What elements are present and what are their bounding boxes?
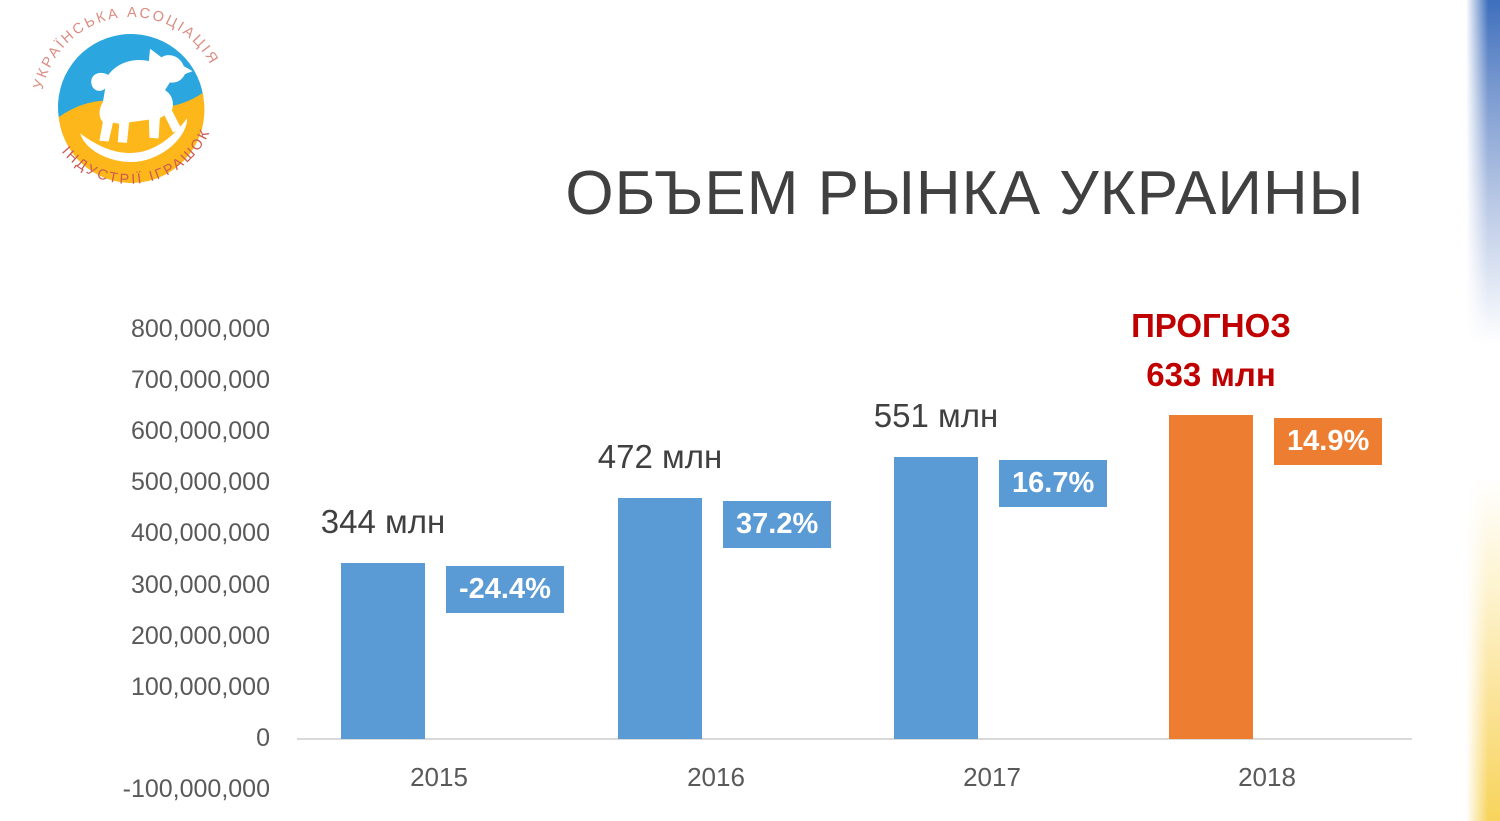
x-axis-category-label: 2016 bbox=[687, 762, 745, 792]
y-axis-tick-label: 0 bbox=[256, 723, 270, 752]
forecast-label: ПРОГНОЗ bbox=[1131, 307, 1291, 344]
forecast-annotation: ПРОГНОЗ 633 млн bbox=[1051, 301, 1371, 399]
y-axis-tick-label: -100,000,000 bbox=[122, 774, 270, 803]
association-logo: УКРАЇНСЬКА АСОЦІАЦІЯ ІНДУСТРІЇ ІГРАШОК bbox=[25, 0, 223, 198]
value-label: 472 млн bbox=[597, 438, 723, 475]
page-title: ОБЪЕМ РЫНКА УКРАИНЫ bbox=[565, 159, 1365, 228]
rocking-horse-icon bbox=[91, 48, 193, 143]
decorative-gradient-band bbox=[1466, 0, 1500, 821]
value-label: 551 млн bbox=[873, 397, 999, 434]
y-axis-tick-label: 500,000,000 bbox=[130, 468, 270, 497]
y-axis-tick-label: 700,000,000 bbox=[130, 366, 270, 395]
x-axis-line bbox=[297, 738, 1412, 740]
x-axis-category-label: 2017 bbox=[963, 762, 1021, 792]
y-axis-tick-label: 300,000,000 bbox=[130, 570, 270, 599]
pct-change-badge: 16.7% bbox=[999, 460, 1108, 507]
forecast-value-label: 633 млн bbox=[1146, 356, 1276, 393]
value-label: 344 млн bbox=[320, 503, 446, 540]
rocker-arc bbox=[80, 118, 188, 162]
y-axis: 800,000,000 700,000,000 600,000,000 500,… bbox=[60, 304, 270, 815]
y-axis-tick-label: 100,000,000 bbox=[130, 672, 270, 701]
pct-change-badge: 37.2% bbox=[723, 501, 832, 548]
bar-2016 bbox=[618, 498, 702, 739]
y-axis-tick-label: 200,000,000 bbox=[130, 621, 270, 650]
pct-change-badge: 14.9% bbox=[1274, 418, 1383, 465]
y-axis-tick-label: 800,000,000 bbox=[130, 315, 270, 344]
y-axis-tick-label: 600,000,000 bbox=[130, 417, 270, 446]
x-axis-category-label: 2018 bbox=[1238, 762, 1296, 792]
y-axis-tick-label: 400,000,000 bbox=[130, 519, 270, 548]
bar-2017 bbox=[894, 457, 978, 739]
bar-2018-forecast bbox=[1169, 415, 1253, 739]
x-axis-category-label: 2015 bbox=[410, 762, 468, 792]
pct-change-badge: -24.4% bbox=[446, 566, 564, 613]
bar-2015 bbox=[341, 563, 425, 739]
